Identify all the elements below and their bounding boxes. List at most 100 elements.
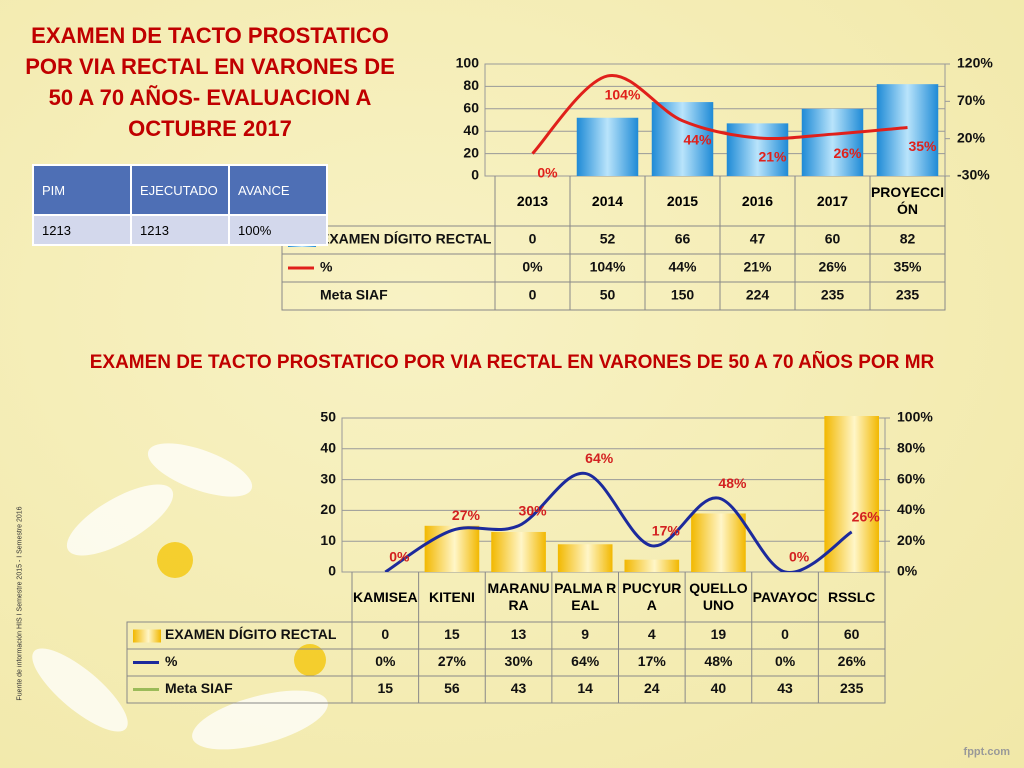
category-text: 2017 (816, 192, 849, 209)
bar (824, 416, 880, 572)
category-label: KITENI (429, 589, 475, 605)
category-label: PROYECCIÓN (870, 184, 945, 217)
category-label: KAMISEA (353, 588, 418, 605)
data-label: 30% (519, 503, 548, 519)
table-value: 35% (893, 259, 922, 275)
y-tick-label: 0 (471, 167, 479, 183)
y-tick-label: 20 (463, 144, 479, 160)
table-value: 224 (746, 287, 770, 303)
table-value: 44% (668, 259, 697, 275)
y-tick-label: 40 (320, 440, 336, 456)
table-value: 24 (644, 680, 660, 696)
line (384, 471, 853, 572)
source-note: Fuente de información HIS I Semestre 201… (16, 506, 24, 701)
line (531, 74, 908, 155)
bar (424, 525, 480, 572)
table-value: 43 (777, 680, 793, 696)
chart-title: EXAMEN DE TACTO PROSTATICO POR VIA RECTA… (89, 352, 935, 373)
table-value: 0 (529, 231, 537, 247)
data-label: 0% (789, 549, 810, 565)
table-value: 15 (378, 680, 394, 696)
table-value: 50 (600, 287, 616, 303)
legend-label: % (165, 653, 178, 669)
legend-swatch (133, 629, 161, 643)
bar (651, 102, 714, 176)
legend-label: Meta SIAF (165, 680, 233, 696)
table-cell: 1213 (130, 214, 230, 246)
table-header: PIM (32, 164, 132, 216)
y2-tick-label: 0% (897, 563, 918, 579)
legend-label: EXAMEN DÍGITO RECTAL (165, 626, 337, 642)
y-tick-label: 50 (320, 409, 336, 425)
bar (576, 117, 639, 176)
table-value: 0% (775, 653, 796, 669)
data-label: 0% (389, 549, 410, 565)
y-tick-label: 60 (463, 100, 479, 116)
y-tick-label: 100 (456, 55, 480, 71)
table-value: 52 (600, 231, 616, 247)
table-value: 48% (704, 653, 733, 669)
data-label: 17% (652, 523, 681, 539)
table-row: 1213 1213 100% (32, 214, 328, 246)
table-value: 60 (825, 231, 841, 247)
table-value: 60 (844, 626, 860, 642)
bar (624, 559, 680, 572)
data-label: 44% (683, 131, 712, 147)
category-text: QUELLOUNO (689, 580, 748, 613)
summary-table: PIM EJECUTADO AVANCE 1213 1213 100% (32, 164, 328, 246)
category-text: MARANURA (487, 580, 550, 613)
y2-tick-label: 80% (897, 440, 926, 456)
category-text: KAMISEA (353, 588, 418, 605)
y2-tick-label: 20% (897, 532, 926, 548)
y-tick-label: 20 (320, 501, 336, 517)
category-text: PROYECCIÓN (870, 184, 945, 217)
table-value: 0% (522, 259, 543, 275)
table-value: 0% (375, 653, 396, 669)
y-tick-label: 80 (463, 77, 479, 93)
table-value: 4 (648, 626, 656, 642)
table-value: 19 (711, 626, 727, 642)
table-value: 235 (896, 287, 920, 303)
category-label: 2017 (816, 192, 849, 209)
data-label: 104% (605, 87, 641, 103)
table-value: 9 (581, 626, 589, 642)
y2-tick-label: 120% (957, 55, 993, 71)
table-value: 0 (781, 626, 789, 642)
bar (726, 123, 789, 176)
data-label: 35% (908, 138, 937, 154)
data-label: 26% (852, 509, 881, 525)
table-value: 66 (675, 231, 691, 247)
legend-label: % (320, 259, 333, 275)
table-value: 235 (840, 680, 864, 696)
data-label: 27% (452, 507, 481, 523)
category-label: 2014 (591, 192, 624, 209)
table-cell: 100% (228, 214, 328, 246)
category-text: PUCYURA (622, 580, 682, 613)
table-value: 47 (750, 231, 766, 247)
table-header: EJECUTADO (130, 164, 230, 216)
category-label: RSSLC (828, 589, 875, 605)
category-label: 2015 (666, 192, 699, 209)
y2-tick-label: 70% (957, 92, 986, 108)
table-value: 40 (711, 680, 727, 696)
category-text: 2015 (666, 192, 699, 209)
category-text: PAVAYOC (752, 588, 818, 605)
data-label: 21% (758, 149, 787, 165)
table-value: 150 (671, 287, 695, 303)
y2-tick-label: 100% (897, 409, 933, 425)
watermark: fppt.com (963, 746, 1010, 758)
table-value: 0 (529, 287, 537, 303)
bar (691, 513, 746, 572)
table-value: 15 (444, 626, 460, 642)
table-value: 82 (900, 231, 916, 247)
category-text: 2016 (741, 192, 774, 209)
table-value: 0 (381, 626, 389, 642)
table-value: 26% (818, 259, 847, 275)
plot-area (484, 63, 946, 177)
y2-tick-label: -30% (957, 167, 990, 183)
y2-tick-label: 40% (897, 501, 926, 517)
table-value: 17% (638, 653, 667, 669)
category-text: 2014 (591, 192, 624, 209)
y-tick-label: 0 (328, 563, 336, 579)
